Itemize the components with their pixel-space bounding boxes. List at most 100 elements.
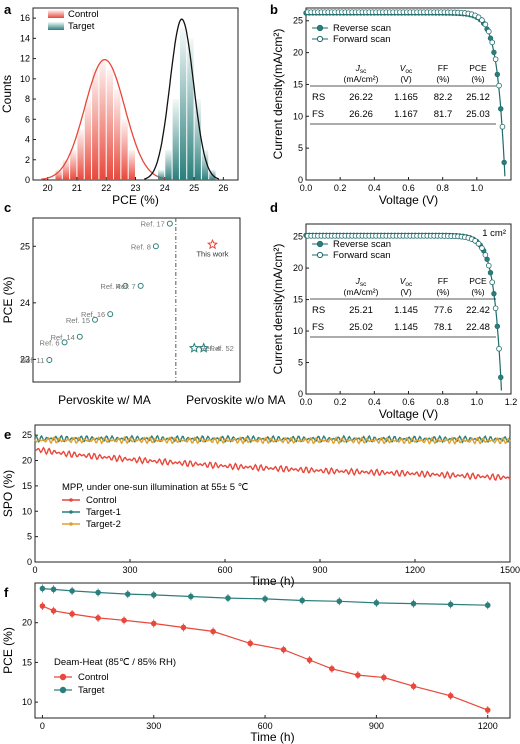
table-cell: 1.167 <box>394 109 418 120</box>
x-tick-label: 300 <box>146 721 161 731</box>
x-tick-label: 300 <box>122 565 137 575</box>
y-axis-label: Current density(mA/cm²) <box>271 244 285 375</box>
reference-point <box>107 311 114 318</box>
pce-point <box>306 657 313 663</box>
pce-point <box>410 600 417 607</box>
x-axis-label: PCE (%) <box>112 193 159 207</box>
histogram-bar <box>179 28 187 181</box>
forward-scan-point <box>482 21 489 28</box>
table-unit: (V) <box>400 74 412 84</box>
x-tick-label: 1.0 <box>471 183 484 193</box>
table-cell: 1.165 <box>394 92 418 103</box>
pce-point <box>336 598 343 605</box>
x-tick-label: 900 <box>369 721 384 731</box>
y-tick-label: 25 <box>293 232 303 242</box>
pce-point <box>124 591 131 597</box>
reverse-scan-point <box>498 374 504 381</box>
annotation-text: Deam-Heat (85℃ / 85% RH) <box>54 657 176 668</box>
legend-label: Target <box>78 685 105 696</box>
table-cell: 22.48 <box>466 322 490 333</box>
y-axis-label: PCE (%) <box>1 627 15 674</box>
spo-line <box>34 446 511 481</box>
panel-label-d: d <box>270 200 278 215</box>
y-tick-label: 20 <box>293 263 303 273</box>
x-axis-label: Voltage (V) <box>379 407 438 421</box>
y-tick-label: 23 <box>20 354 30 364</box>
table-header: FF <box>438 276 448 286</box>
plot-frame <box>34 582 511 719</box>
legend-label: Control <box>68 9 99 20</box>
plot-frame <box>34 424 511 563</box>
y-tick-label: 15 <box>22 481 32 491</box>
point-label: Ref. 16 <box>81 310 105 319</box>
reference-point <box>137 282 144 289</box>
y-tick-label: 25 <box>293 16 303 26</box>
star-point <box>188 342 200 353</box>
pce-point <box>225 595 231 601</box>
legend-label: Forward scan <box>333 34 391 45</box>
panel-label-c: c <box>4 200 11 215</box>
y-tick-label: 12 <box>20 54 30 64</box>
x-tick-label: 0.8 <box>436 183 449 193</box>
table-cell: 25.02 <box>349 322 373 333</box>
x-tick-label: 22 <box>101 183 111 193</box>
x-tick-label: 23 <box>130 183 140 193</box>
histogram-bar <box>194 99 201 180</box>
histogram-bar <box>114 88 121 180</box>
x-tick-label: 21 <box>72 183 82 193</box>
point-label: Ref. 4 <box>100 282 120 291</box>
table-cell: 78.1 <box>434 322 453 333</box>
table-cell: 81.7 <box>434 109 453 120</box>
forward-scan-point <box>479 245 485 251</box>
table-unit: (mA/cm²) <box>344 287 379 297</box>
y-tick-label: 25 <box>20 241 30 251</box>
x-tick-label: 24 <box>160 183 170 193</box>
y-tick-label: 16 <box>20 13 30 23</box>
legend-swatch <box>48 22 64 30</box>
table-cell: 25.21 <box>349 305 373 316</box>
table-unit: (%) <box>436 74 449 84</box>
table-unit: (%) <box>436 287 449 297</box>
reference-point <box>152 243 159 250</box>
x-tick-label: 1.2 <box>505 397 518 407</box>
star-point <box>198 342 210 353</box>
x-tick-label: 26 <box>218 183 228 193</box>
y-axis-label: PCE (%) <box>1 277 15 324</box>
reference-point <box>122 282 129 289</box>
x-tick-label: 600 <box>217 565 232 575</box>
legend-label: Reverse scan <box>333 239 391 250</box>
gaussian-fit-line <box>144 18 220 180</box>
pce-point <box>247 640 254 647</box>
legend-marker <box>69 510 73 514</box>
pce-point <box>447 692 454 699</box>
table-cell: FS <box>312 109 324 120</box>
pce-point <box>210 628 216 635</box>
y-tick-label: 15 <box>293 295 303 305</box>
histogram-bar <box>55 169 62 180</box>
x-tick-label: 900 <box>312 565 327 575</box>
pce-point <box>39 585 46 592</box>
table-header-subscript: sc <box>360 68 367 75</box>
gaussian-fit-line <box>40 58 169 180</box>
panel-label-b: b <box>270 2 278 17</box>
pce-point <box>373 600 380 606</box>
pce-point <box>69 588 75 594</box>
legend-label: Forward scan <box>333 250 391 261</box>
x-tick-label: 0.0 <box>300 183 313 193</box>
point-label: Ref. 8 <box>131 242 151 251</box>
chart-c-pce-comparison: 23 24 25 PCE (%) Pervoskite w/ MA Pervoskite … <box>1 217 286 407</box>
annotation-text: MPP, under one-sun illumination at 55± 5… <box>62 482 249 493</box>
point-label: This work <box>196 250 228 259</box>
chart-d-jv-curve-1cm2: 0.0 0.2 0.4 0.6 0.8 1.0 1.2 0 5 10 15 20 25 Voltage (… <box>271 223 518 421</box>
y-axis-label: Current density(mA/cm²) <box>271 29 285 160</box>
reverse-scan-point <box>501 159 507 166</box>
histogram-bar <box>70 149 77 180</box>
table-unit: (%) <box>471 287 484 297</box>
y-tick-label: 20 <box>22 456 32 466</box>
table-cell: 77.6 <box>434 305 453 316</box>
legend-marker <box>316 240 324 248</box>
reverse-scan-point <box>487 270 494 276</box>
pce-point <box>484 602 491 609</box>
